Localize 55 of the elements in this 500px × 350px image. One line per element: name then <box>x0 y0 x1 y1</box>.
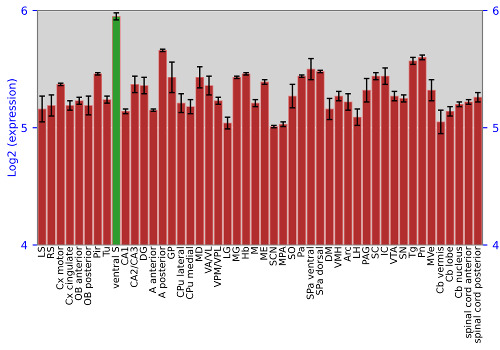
x-tick-label: GP <box>168 246 175 259</box>
x-tick-label: PAG <box>362 247 370 264</box>
x-tick-label: Pir <box>93 246 100 258</box>
x-tick-label: MPA <box>278 246 286 266</box>
x-tick-label: MVe <box>427 246 434 266</box>
x-tick-label: Cx cingulate <box>65 246 75 305</box>
x-tick-label: OB anterior <box>74 246 82 300</box>
x-tick-label: CPu lateral <box>176 247 184 298</box>
x-tick-label: OB posterior <box>84 246 94 306</box>
x-tick-label: Hb <box>242 246 249 259</box>
x-tick-label: Tg <box>408 247 418 258</box>
x-tick-label: SO <box>288 246 296 260</box>
x-tick-label: M <box>251 247 258 254</box>
y-tick-label: 6 <box>21 6 28 15</box>
x-tick-label: SPa ventral <box>306 247 314 300</box>
x-tick-label: VTA <box>390 246 398 264</box>
x-tick-label: VPM/VPL <box>214 246 222 288</box>
x-tick-label: LS <box>38 246 45 257</box>
y-axis-title: Log2 (expression) <box>7 79 18 176</box>
x-tick-label: SCN <box>270 247 277 266</box>
x-tick-label: CA1 <box>121 247 128 265</box>
x-tick-label: DG <box>140 247 147 260</box>
x-tick-label: Arc <box>344 246 351 262</box>
x-tick-label: ME <box>260 246 268 260</box>
x-tick-label: ventral S <box>112 246 120 288</box>
x-tick-label: Tu <box>102 247 110 257</box>
y2-tick-label: 6 <box>493 6 499 15</box>
x-tick-label: CA2/CA3 <box>130 247 138 288</box>
y2-tick-label: 4 <box>492 241 499 250</box>
x-tick-label: A anterior <box>148 246 156 294</box>
x-tick-label: LH <box>353 247 360 258</box>
x-tick-label: A posterior <box>158 246 168 298</box>
x-tick-label: IC <box>380 246 388 255</box>
x-tick-label: MG <box>232 247 240 261</box>
x-tick-label: spinal cord anterior <box>464 246 474 338</box>
x-tick-label: Cx motor <box>56 246 64 290</box>
x-tick-label: Pa <box>297 247 304 257</box>
y-tick-label: 5 <box>22 124 27 132</box>
x-tick-label: Cb lobe <box>445 246 453 282</box>
x-tick-label: RS <box>47 246 54 258</box>
x-tick-label: Cb nucleus <box>454 246 462 298</box>
x-tick-label: VA/VL <box>204 246 212 274</box>
x-tick-label: LG <box>223 247 230 258</box>
x-tick-label: SN <box>399 247 406 259</box>
x-tick-label: CPu medial <box>186 247 194 300</box>
y2-tick-label: 5 <box>493 124 498 132</box>
x-tick-label: VMH <box>334 247 342 268</box>
x-tick-label: SPa dorsal <box>316 247 323 295</box>
x-tick-label: spinal cord posterior <box>473 246 482 343</box>
x-tick-label: SC <box>371 246 379 258</box>
x-tick-label: Cb vermis <box>436 246 444 294</box>
x-tick-label: MD <box>195 246 202 261</box>
x-tick-label: Pn <box>418 247 425 257</box>
y-tick-label: 4 <box>21 241 28 250</box>
x-tick-label: DM <box>325 247 332 261</box>
